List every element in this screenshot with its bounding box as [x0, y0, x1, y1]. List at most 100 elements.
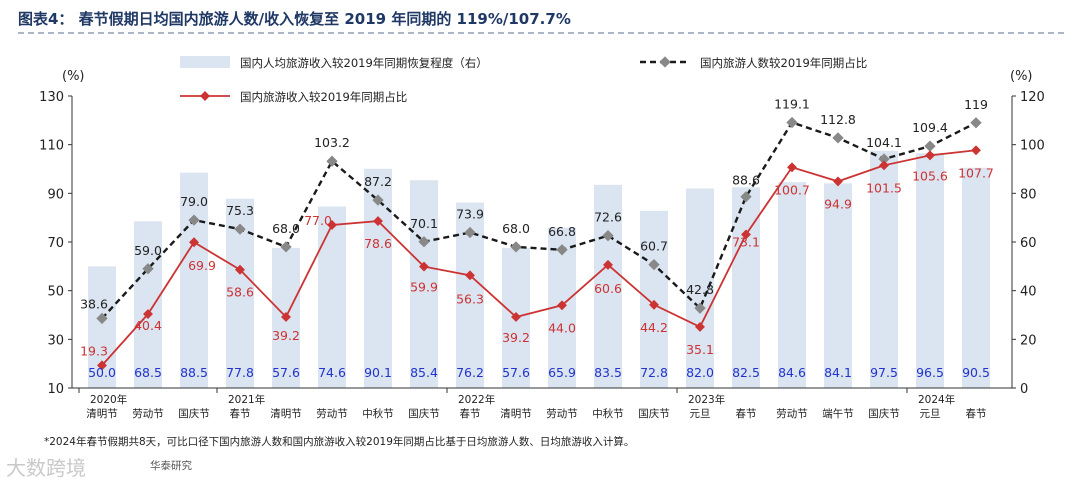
people-data-label: 73.9 — [456, 207, 484, 222]
point-people — [970, 117, 982, 129]
bar-data-label: 82.5 — [732, 365, 760, 380]
point-income — [419, 261, 429, 272]
category-label: 元旦 — [920, 408, 941, 420]
category-label: 清明节 — [270, 407, 302, 420]
left-axis-unit: (%) — [62, 69, 85, 84]
left-tick-label: 50 — [47, 285, 64, 300]
legend-label-people: 国内旅游人数较2019年同期占比 — [700, 56, 867, 70]
bar — [824, 183, 852, 388]
bar-data-label: 90.1 — [364, 365, 392, 380]
right-tick-label: 100 — [1020, 139, 1045, 154]
point-income — [281, 311, 291, 322]
point-people — [372, 194, 384, 206]
income-data-label: 44.0 — [548, 320, 576, 335]
income-data-label: 39.2 — [502, 330, 530, 345]
bar-data-label: 83.5 — [594, 365, 622, 380]
category-label: 中秋节 — [592, 407, 624, 420]
bar-data-label: 97.5 — [870, 365, 898, 380]
category-label: 国庆节 — [408, 407, 440, 420]
point-people — [740, 191, 752, 203]
category-label: 元旦 — [690, 408, 711, 420]
legend-label-income: 国内旅游收入较2019年同期占比 — [240, 90, 407, 104]
left-tick-label: 110 — [39, 139, 64, 154]
legend-label-bar: 国内人均旅游收入较2019年同期恢复程度（右） — [240, 56, 488, 70]
legend-marker-people — [659, 56, 671, 68]
year-label: 2020年 — [90, 393, 127, 406]
income-data-label: 58.6 — [226, 285, 254, 300]
point-income — [695, 321, 705, 332]
chart-title: 图表4： 春节假期日均国内旅游人数/收入恢复至 2019 年同期的 119%/1… — [18, 10, 571, 28]
bar-data-label: 68.5 — [134, 365, 162, 380]
bar — [686, 188, 714, 388]
bar-data-label: 74.6 — [318, 365, 346, 380]
point-people — [878, 153, 890, 165]
category-label: 国庆节 — [868, 407, 900, 420]
bar-data-label: 57.6 — [502, 365, 530, 380]
point-people — [786, 116, 798, 129]
income-data-label: 78.6 — [364, 236, 392, 251]
people-data-label: 119.1 — [774, 97, 810, 112]
point-people — [648, 258, 660, 271]
people-data-label: 87.2 — [364, 174, 392, 189]
income-data-label: 59.9 — [410, 280, 438, 295]
point-people — [924, 140, 936, 152]
point-income — [557, 300, 567, 311]
income-data-label: 56.3 — [456, 291, 484, 306]
income-data-label: 44.2 — [640, 320, 668, 335]
bar-data-label: 90.5 — [962, 365, 990, 380]
people-data-label: 60.7 — [640, 239, 668, 254]
bar — [870, 150, 898, 388]
right-tick-label: 20 — [1020, 333, 1037, 348]
right-tick-label: 40 — [1020, 285, 1037, 300]
people-data-label: 59.0 — [134, 243, 162, 258]
category-label: 春节 — [736, 408, 757, 420]
bar-data-label: 82.0 — [686, 365, 714, 380]
left-tick-label: 130 — [39, 90, 64, 105]
bar — [134, 221, 162, 388]
category-label: 劳动节 — [132, 407, 164, 420]
people-data-label: 70.1 — [410, 216, 438, 231]
left-tick-label: 70 — [47, 236, 64, 251]
bar-data-label: 65.9 — [548, 365, 576, 380]
bar-data-label: 84.6 — [778, 365, 806, 380]
legend-marker-income — [200, 91, 210, 101]
income-data-label: 40.4 — [134, 318, 162, 333]
bar-data-label: 57.6 — [272, 365, 300, 380]
point-people — [694, 302, 706, 314]
income-data-label: 105.6 — [912, 168, 948, 183]
people-data-label: 42.8 — [686, 282, 714, 297]
income-data-label: 94.9 — [824, 196, 852, 211]
people-data-label: 79.0 — [180, 194, 208, 209]
people-data-label: 38.6 — [80, 296, 108, 311]
point-people — [464, 226, 476, 239]
bar — [640, 210, 668, 388]
point-income — [465, 270, 475, 281]
right-tick-label: 120 — [1020, 90, 1045, 105]
right-tick-label: 80 — [1020, 187, 1037, 202]
bar-data-label: 50.0 — [88, 365, 116, 380]
income-data-label: 60.6 — [594, 281, 622, 296]
people-data-label: 88.6 — [732, 173, 760, 188]
people-data-label: 72.6 — [594, 210, 622, 225]
right-axis-unit: (%) — [1010, 69, 1033, 84]
left-tick-label: 10 — [47, 382, 64, 397]
people-data-label: 68.0 — [502, 221, 530, 236]
income-data-label: 39.2 — [272, 328, 300, 343]
point-income — [603, 259, 613, 270]
income-data-label: 107.7 — [958, 165, 994, 180]
income-data-label: 19.3 — [80, 343, 108, 358]
bar — [180, 172, 208, 388]
point-people — [556, 244, 568, 256]
category-label: 清明节 — [500, 407, 532, 420]
point-people — [280, 241, 292, 253]
income-data-label: 77.0 — [304, 213, 332, 228]
people-data-label: 119 — [964, 97, 988, 112]
legend-swatch-bar — [180, 56, 230, 68]
point-people — [142, 263, 154, 275]
left-tick-label: 30 — [47, 333, 64, 348]
category-label: 劳动节 — [546, 407, 578, 420]
bar — [962, 167, 990, 388]
people-data-label: 68.0 — [272, 221, 300, 236]
people-data-label: 112.8 — [820, 112, 856, 127]
right-tick-label: 60 — [1020, 236, 1037, 251]
